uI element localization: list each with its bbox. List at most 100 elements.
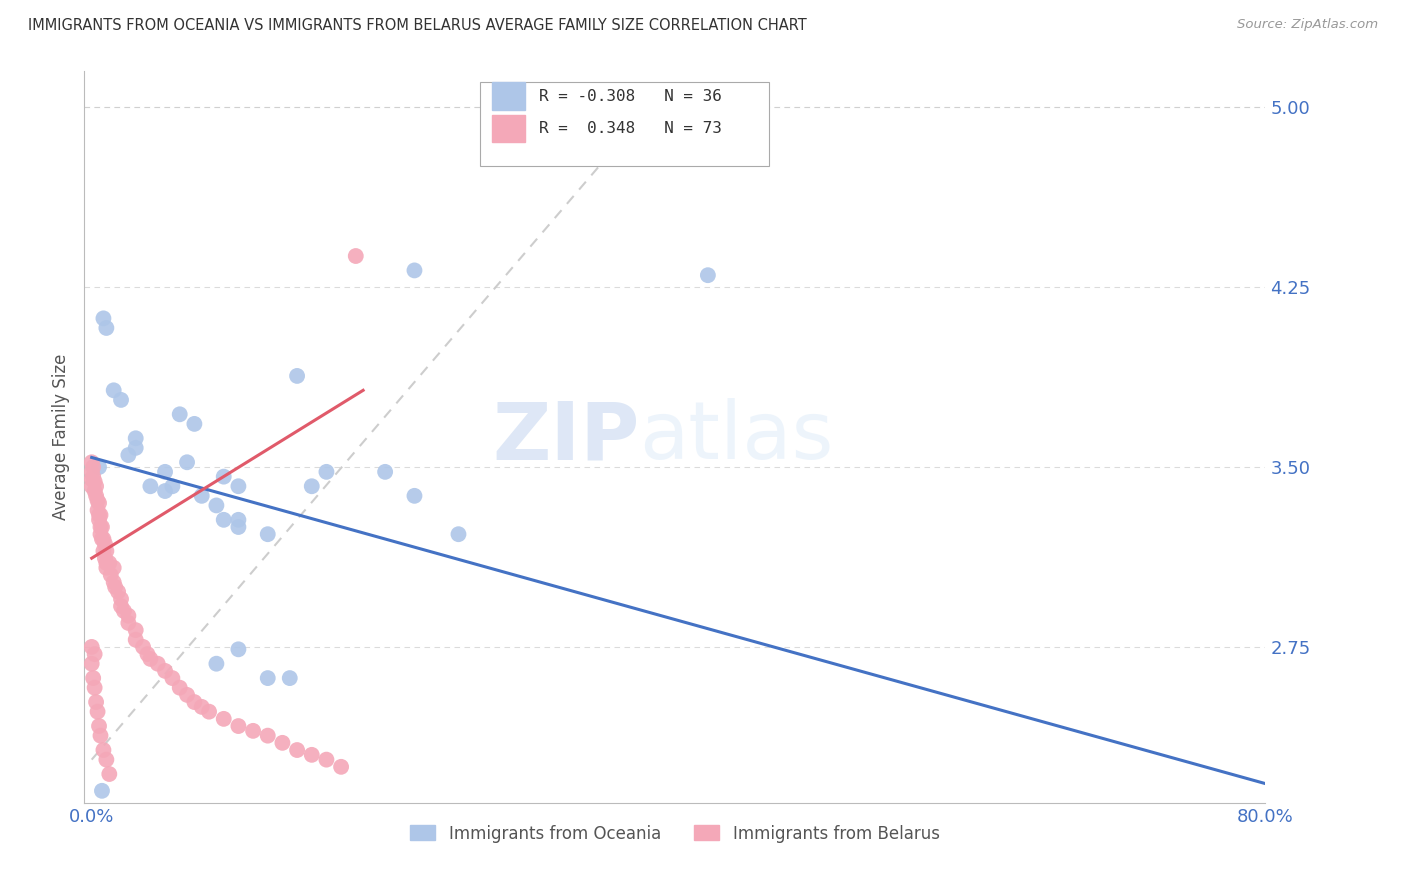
Point	[84, 695, 107, 709]
Point	[125, 441, 148, 455]
Point	[256, 527, 278, 541]
Point	[96, 561, 118, 575]
Point	[198, 705, 221, 719]
Point	[94, 551, 117, 566]
Point	[89, 520, 111, 534]
Point	[190, 699, 212, 714]
Point	[83, 483, 105, 498]
Point	[93, 311, 115, 326]
Point	[86, 503, 108, 517]
Point	[83, 681, 105, 695]
Point	[86, 493, 108, 508]
Point	[87, 496, 110, 510]
Text: R = -0.308   N = 36: R = -0.308 N = 36	[538, 88, 721, 103]
Point	[96, 556, 118, 570]
Point	[91, 532, 114, 546]
Point	[87, 719, 110, 733]
Point	[80, 657, 103, 671]
Point	[228, 719, 250, 733]
Point	[100, 568, 122, 582]
Point	[125, 623, 148, 637]
Point	[132, 640, 155, 654]
Point	[228, 479, 250, 493]
Point	[89, 729, 111, 743]
Point	[162, 479, 184, 493]
Point	[271, 736, 294, 750]
Point	[96, 544, 118, 558]
Point	[404, 489, 426, 503]
Y-axis label: Average Family Size: Average Family Size	[52, 354, 70, 520]
Text: atlas: atlas	[640, 398, 834, 476]
Point	[84, 479, 107, 493]
Point	[190, 489, 212, 503]
Point	[103, 575, 125, 590]
Point	[103, 384, 125, 398]
Point	[136, 647, 159, 661]
Point	[87, 508, 110, 522]
Point	[96, 753, 118, 767]
Point	[153, 465, 176, 479]
Point	[278, 671, 301, 685]
Point	[82, 671, 104, 685]
Point	[80, 472, 103, 486]
Point	[176, 455, 198, 469]
Bar	[492, 82, 524, 110]
Point	[83, 647, 105, 661]
Point	[80, 455, 103, 469]
Text: Source: ZipAtlas.com: Source: ZipAtlas.com	[1237, 18, 1378, 31]
Point	[80, 479, 103, 493]
Point	[94, 537, 117, 551]
Point	[103, 561, 125, 575]
Point	[93, 544, 115, 558]
Point	[301, 747, 323, 762]
Point	[212, 469, 235, 483]
Point	[93, 743, 115, 757]
Point	[96, 321, 118, 335]
Point	[146, 657, 169, 671]
Point	[117, 448, 139, 462]
Bar	[492, 114, 524, 143]
Point	[169, 681, 191, 695]
Point	[256, 671, 278, 685]
Point	[98, 767, 121, 781]
Point	[183, 695, 205, 709]
Point	[110, 392, 132, 407]
Point	[205, 499, 228, 513]
Point	[285, 368, 308, 383]
Point	[242, 723, 264, 738]
Point	[104, 580, 127, 594]
Point	[212, 712, 235, 726]
Point	[83, 475, 105, 489]
Point	[80, 640, 103, 654]
Point	[183, 417, 205, 431]
Point	[91, 520, 114, 534]
Point	[98, 556, 121, 570]
Point	[125, 632, 148, 647]
Point	[228, 520, 250, 534]
Point	[212, 513, 235, 527]
Point	[169, 407, 191, 421]
Point	[315, 753, 337, 767]
Point	[256, 729, 278, 743]
FancyBboxPatch shape	[479, 82, 769, 167]
Point	[301, 479, 323, 493]
Point	[125, 431, 148, 445]
Point	[107, 584, 129, 599]
Legend: Immigrants from Oceania, Immigrants from Belarus: Immigrants from Oceania, Immigrants from…	[404, 818, 946, 849]
Point	[153, 483, 176, 498]
Point	[93, 532, 115, 546]
Point	[696, 268, 718, 283]
Point	[228, 642, 250, 657]
Text: IMMIGRANTS FROM OCEANIA VS IMMIGRANTS FROM BELARUS AVERAGE FAMILY SIZE CORRELATI: IMMIGRANTS FROM OCEANIA VS IMMIGRANTS FR…	[28, 18, 807, 33]
Point	[205, 657, 228, 671]
Point	[110, 599, 132, 614]
Point	[86, 705, 108, 719]
Text: ZIP: ZIP	[492, 398, 640, 476]
Point	[176, 688, 198, 702]
Point	[91, 784, 114, 798]
Point	[117, 608, 139, 623]
Point	[110, 591, 132, 606]
Point	[374, 465, 396, 479]
Point	[285, 743, 308, 757]
Point	[330, 760, 353, 774]
